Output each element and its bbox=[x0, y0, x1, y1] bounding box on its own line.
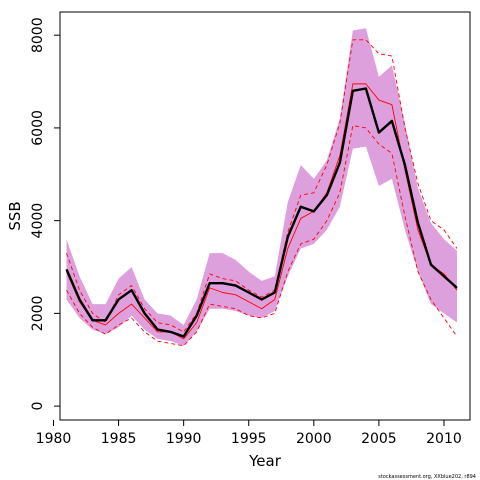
confidence-band-layer bbox=[66, 28, 457, 346]
y-tick-label: 4000 bbox=[30, 203, 46, 239]
series-lines-layer bbox=[65, 39, 458, 347]
footer-note: stockassessment.org, XXblue202, r894 bbox=[378, 474, 476, 480]
x-tick-label: 2000 bbox=[296, 431, 332, 447]
plot-frame bbox=[59, 11, 471, 421]
x-tick-label: 1990 bbox=[166, 431, 202, 447]
y-tick-label: 0 bbox=[30, 402, 46, 411]
x-axis-label: Year bbox=[248, 452, 282, 470]
series-line-reference bbox=[66, 83, 458, 340]
y-tick-label: 8000 bbox=[30, 17, 46, 53]
x-tick-label: 1985 bbox=[101, 431, 137, 447]
series-line-lower-bound bbox=[66, 125, 458, 347]
series-line-estimate bbox=[65, 87, 458, 338]
y-tick-label: 2000 bbox=[30, 296, 46, 332]
confidence-band bbox=[66, 28, 457, 346]
y-axis-label: SSB bbox=[6, 201, 24, 230]
x-axis: 1980 1985 1990 1995 2000 2005 2010 bbox=[36, 420, 462, 447]
x-tick-label: 2010 bbox=[426, 431, 462, 447]
x-tick-label: 2005 bbox=[361, 431, 397, 447]
y-tick-label: 6000 bbox=[30, 110, 46, 146]
y-axis: 0 2000 4000 6000 8000 bbox=[30, 17, 60, 411]
x-tick-label: 1980 bbox=[36, 431, 72, 447]
series-line-upper-bound bbox=[66, 39, 458, 333]
x-tick-label: 1995 bbox=[231, 431, 267, 447]
